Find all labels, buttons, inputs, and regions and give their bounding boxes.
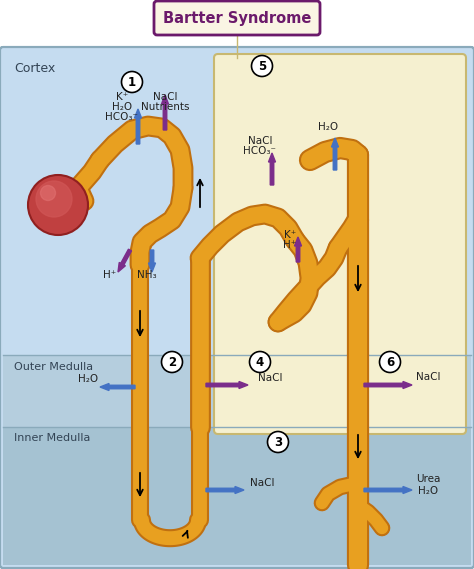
FancyArrow shape — [118, 249, 132, 272]
Text: H⁺: H⁺ — [103, 270, 117, 280]
FancyArrow shape — [148, 250, 155, 272]
Text: Bartter Syndrome: Bartter Syndrome — [163, 10, 311, 26]
Text: K⁺: K⁺ — [284, 230, 296, 240]
Text: 5: 5 — [258, 60, 266, 72]
Text: H₂O: H₂O — [112, 102, 132, 112]
Bar — [3, 427, 471, 565]
Text: HCO₃⁻: HCO₃⁻ — [244, 146, 276, 156]
Circle shape — [28, 175, 88, 235]
FancyArrow shape — [135, 109, 142, 144]
Text: 3: 3 — [274, 435, 282, 448]
FancyArrow shape — [364, 381, 412, 389]
Text: Cortex: Cortex — [14, 62, 55, 75]
Text: H₂O: H₂O — [318, 122, 338, 132]
Text: NaCl: NaCl — [248, 136, 272, 146]
Text: NH₃: NH₃ — [137, 270, 157, 280]
Circle shape — [267, 431, 289, 452]
Text: 2: 2 — [168, 356, 176, 369]
Circle shape — [40, 185, 55, 200]
Text: H₂O: H₂O — [418, 486, 438, 496]
FancyBboxPatch shape — [214, 54, 466, 434]
FancyArrow shape — [294, 237, 301, 262]
FancyArrow shape — [162, 95, 168, 130]
Circle shape — [380, 352, 401, 373]
Circle shape — [36, 181, 72, 217]
Text: Inner Medulla: Inner Medulla — [14, 433, 91, 443]
Text: NaCl: NaCl — [416, 372, 440, 382]
Text: NaCl: NaCl — [250, 478, 274, 488]
Text: Outer Medulla: Outer Medulla — [14, 362, 93, 372]
FancyArrow shape — [331, 138, 338, 170]
FancyArrow shape — [364, 486, 412, 493]
Text: HCO₃⁻: HCO₃⁻ — [106, 112, 138, 122]
Circle shape — [249, 352, 271, 373]
Bar — [3, 355, 471, 427]
Text: Urea: Urea — [416, 474, 440, 484]
Text: 6: 6 — [386, 356, 394, 369]
Circle shape — [162, 352, 182, 373]
FancyBboxPatch shape — [154, 1, 320, 35]
Text: 4: 4 — [256, 356, 264, 369]
Text: NaCl: NaCl — [153, 92, 177, 102]
FancyArrow shape — [268, 153, 275, 185]
Circle shape — [252, 56, 273, 76]
FancyArrow shape — [100, 384, 135, 390]
Circle shape — [121, 72, 143, 93]
Text: H₂O: H₂O — [78, 374, 98, 384]
FancyArrow shape — [206, 381, 248, 389]
Text: K⁺: K⁺ — [116, 92, 128, 102]
Text: 1: 1 — [128, 76, 136, 89]
Text: NaCl: NaCl — [258, 373, 282, 383]
Text: Nutrients: Nutrients — [141, 102, 189, 112]
FancyBboxPatch shape — [0, 47, 474, 568]
Text: H⁺: H⁺ — [283, 240, 297, 250]
FancyArrow shape — [206, 486, 244, 493]
